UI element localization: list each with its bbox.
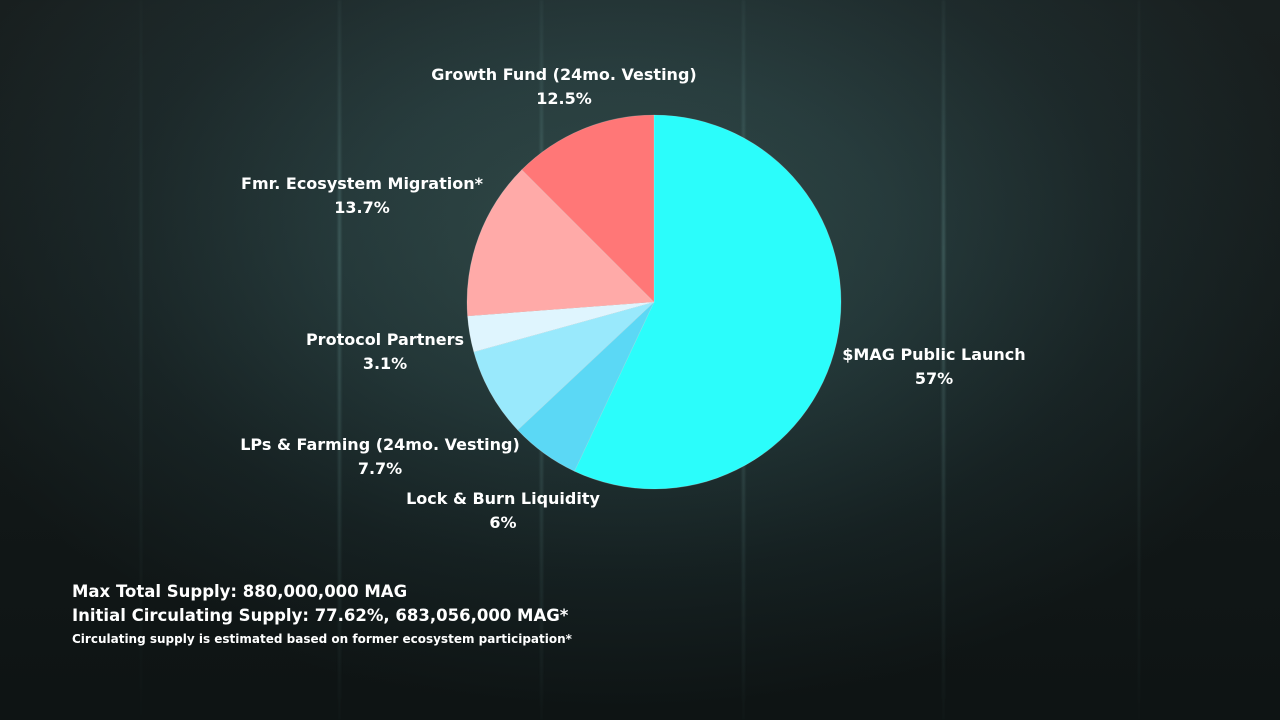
pie-labels: $MAG Public Launch 57% Lock & Burn Liquidi…: [240, 65, 1025, 532]
slice-name-label: Growth Fund (24mo. Vesting): [431, 65, 696, 84]
slice-value-label: 7.7%: [358, 459, 402, 478]
pie-slices: [466, 114, 842, 490]
pie-slice: [473, 301, 655, 431]
slice-value-label: 12.5%: [536, 89, 592, 108]
background-light-streak: [942, 0, 945, 720]
supply-footnote: Circulating supply is estimated based on…: [72, 632, 572, 646]
supply-summary: Max Total Supply: 880,000,000 MAG Initia…: [72, 580, 572, 648]
slice-name-label: Protocol Partners: [306, 330, 464, 349]
slice-value-label: 3.1%: [363, 354, 407, 373]
pie-slice: [521, 114, 655, 303]
slice-name-label: Fmr. Ecosystem Migration*: [241, 174, 484, 193]
background-light-streak: [140, 0, 142, 720]
pie-slice: [467, 301, 655, 353]
slice-name-label: $MAG Public Launch: [842, 345, 1025, 364]
background-light-streak: [338, 0, 341, 720]
pie-slice: [466, 169, 655, 317]
slice-value-label: 57%: [915, 369, 953, 388]
slice-name-label: Lock & Burn Liquidity: [406, 489, 600, 508]
slice-name-label: LPs & Farming (24mo. Vesting): [240, 435, 520, 454]
pie-slice: [573, 114, 842, 490]
slice-value-label: 13.7%: [334, 198, 390, 217]
initial-circulating-supply: Initial Circulating Supply: 77.62%, 683,…: [72, 606, 569, 625]
slice-value-label: 6%: [489, 513, 516, 532]
pie-slice: [517, 301, 655, 472]
background-light-streak: [1138, 0, 1140, 720]
max-total-supply: Max Total Supply: 880,000,000 MAG: [72, 582, 408, 601]
